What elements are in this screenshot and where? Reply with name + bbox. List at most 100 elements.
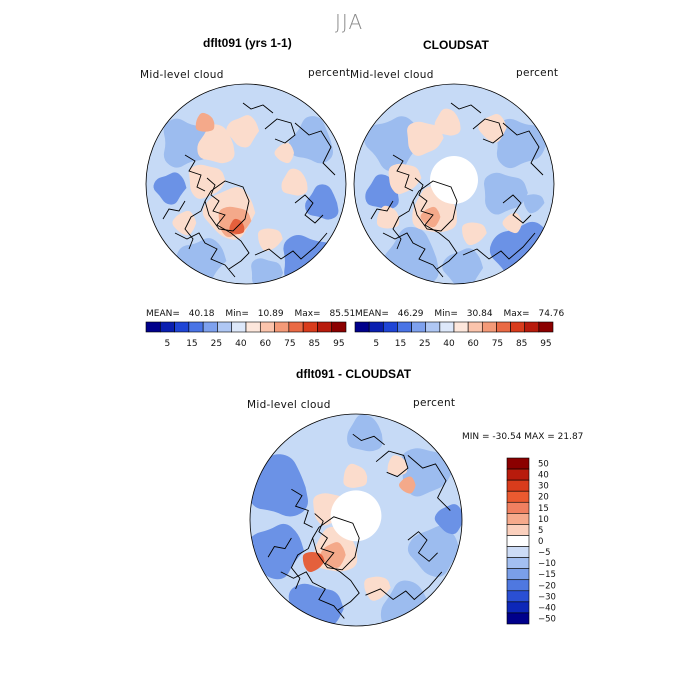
colorbar-tick-label: −50 [538, 614, 556, 624]
obs-colorbar: 5 15 25 40 60 75 85 95 [354, 321, 554, 349]
colorbar-tick-label: 60 [467, 339, 479, 349]
coastline [184, 154, 206, 192]
colorbar-swatch [506, 479, 530, 492]
colorbar-swatch [538, 321, 554, 333]
colorbar-swatch [506, 468, 530, 481]
model-field-label: Mid-level cloud [140, 69, 224, 81]
shading-patch [478, 114, 507, 143]
coastline [450, 102, 482, 114]
coastline [280, 571, 345, 619]
coastline [174, 232, 236, 278]
obs-units-label: percent [516, 67, 559, 79]
colorbar-swatch [506, 501, 530, 514]
field-layer [354, 84, 554, 284]
colorbar-swatch [202, 321, 218, 333]
colorbar-tick-label: −10 [538, 559, 556, 569]
coastline [290, 537, 314, 590]
shading-patch [195, 112, 215, 132]
coastline [414, 177, 458, 270]
colorbar-swatch [481, 321, 497, 333]
colorbar-tick-label: 95 [540, 339, 551, 349]
colorbar-tick-label: −20 [538, 581, 556, 591]
colorbar-swatch [259, 321, 275, 333]
model-units-label: percent [308, 67, 351, 79]
model-panel-title: dflt091 (yrs 1-1) [203, 36, 292, 50]
shading-patch [461, 222, 487, 246]
colorbar-tick-label: 15 [186, 339, 197, 349]
coastline [365, 571, 443, 601]
shading-patch [226, 115, 260, 148]
colorbar-swatch [506, 457, 530, 470]
colorbar-swatch [467, 321, 483, 333]
model-mean-label: MEAN= [146, 309, 180, 319]
shading-patch [434, 108, 461, 136]
field-layer [250, 414, 462, 626]
colorbar-swatch [425, 321, 441, 333]
colorbar-swatch [397, 321, 412, 333]
colorbar-tick-label: 5 [538, 526, 543, 536]
obs-mean-label: MEAN= [355, 309, 389, 319]
shading-patch [281, 168, 308, 196]
colorbar-tick-label: 30 [538, 482, 549, 492]
obs-panel-title: CLOUDSAT [423, 38, 489, 52]
shading-patch [407, 525, 460, 577]
colorbar-tick-label: 0 [538, 537, 543, 547]
colorbar-swatch [245, 321, 261, 333]
colorbar-tick-label: 25 [419, 339, 430, 349]
diff-field-label: Mid-level cloud [247, 399, 331, 411]
colorbar-tick-label: 40 [235, 339, 247, 349]
colorbar-swatch [274, 321, 290, 333]
obs-min-value: 30.84 [466, 309, 493, 319]
coastline [162, 200, 186, 220]
obs-max-value: 74.76 [538, 309, 565, 319]
model-max-label: Max= [294, 309, 321, 319]
colorbar-swatch [382, 321, 398, 333]
colorbar-tick-label: −5 [538, 548, 551, 558]
colorbar-swatch [506, 601, 530, 614]
coastline [242, 102, 274, 114]
coastline [407, 455, 451, 511]
colorbar-swatch [439, 321, 455, 333]
colorbar-tick-label: 50 [538, 460, 549, 470]
model-max-value: 85.51 [329, 309, 356, 319]
colorbar-swatch [506, 535, 530, 547]
shading-patch [407, 121, 444, 156]
colorbar-swatch [524, 321, 540, 333]
colorbar-swatch [506, 490, 530, 503]
pole-hole [430, 156, 478, 204]
coastline [267, 537, 292, 558]
colorbar-swatch [302, 321, 318, 333]
colorbar-tick-label: 5 [373, 339, 379, 349]
diff-units-label: percent [413, 397, 456, 409]
colorbar-tick-label: 15 [538, 504, 549, 514]
obs-min-label: Min= [434, 309, 458, 319]
shading-patch [387, 455, 408, 476]
colorbar-swatch [145, 321, 161, 333]
colorbar-swatch [288, 321, 304, 333]
coastline [314, 513, 360, 611]
shading-patch [483, 172, 528, 215]
diff-polar-map [249, 413, 463, 627]
colorbar-swatch [453, 321, 469, 333]
colorbar-swatch [506, 590, 530, 603]
colorbar-swatch [231, 321, 247, 333]
coastline [502, 194, 532, 224]
coastline [294, 122, 336, 176]
obs-max-label: Max= [503, 309, 530, 319]
coastline [264, 118, 296, 144]
colorbar-swatch [506, 579, 530, 592]
shading-patch [442, 248, 484, 284]
coastline [294, 194, 324, 224]
coastline [254, 232, 328, 260]
obs-stats: MEAN= 46.29 Min= 30.84 Max= 74.76 [355, 309, 564, 319]
shading-patch [189, 164, 226, 199]
diff-panel-title: dflt091 - CLOUDSAT [296, 367, 412, 381]
colorbar-swatch [354, 321, 370, 333]
colorbar-swatch [506, 612, 530, 625]
colorbar-swatch [506, 524, 530, 536]
field-layer [146, 84, 346, 284]
map-border [145, 83, 347, 285]
coastline [382, 232, 444, 278]
model-colorbar: 5 15 25 40 60 75 85 95 [145, 321, 347, 349]
coastline [370, 200, 394, 220]
